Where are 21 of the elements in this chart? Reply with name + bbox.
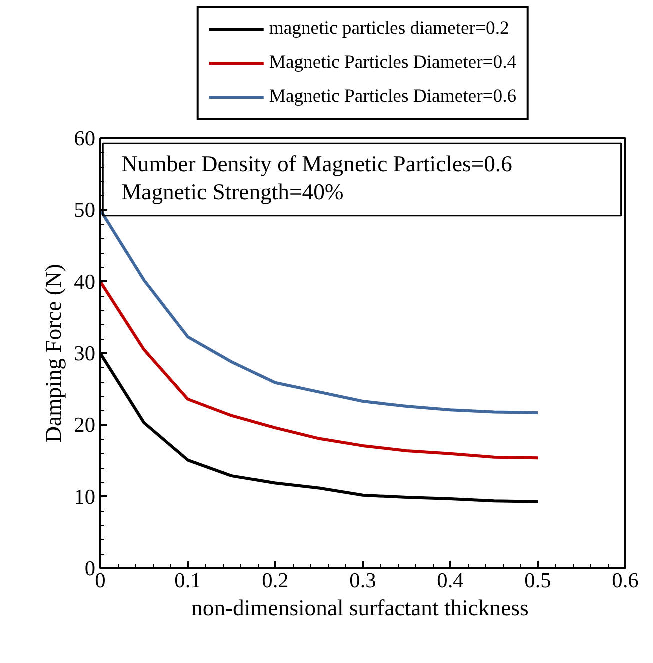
- line-series: [100, 280, 540, 460]
- legend-label: magnetic particles diameter=0.2: [269, 18, 510, 40]
- x-axis-title: non-dimensional surfactant thickness: [192, 596, 529, 620]
- y-tick-label: 50: [74, 198, 96, 222]
- x-tick-label: 0.5: [524, 568, 552, 592]
- legend-label: Magnetic Particles Diameter=0.4: [269, 52, 517, 74]
- legend-label: Magnetic Particles Diameter=0.6: [269, 86, 517, 108]
- annotation: Number Density of Magnetic Particles=0.6: [122, 151, 512, 176]
- x-tick-label: 0.1: [174, 568, 202, 592]
- x-tick-label: 0.3: [350, 568, 376, 592]
- y-tick-label: 10: [74, 484, 96, 509]
- x-tick-label: 0.2: [262, 568, 289, 592]
- y-tick-label: 20: [74, 413, 96, 438]
- y-tick-label: 60: [74, 126, 96, 150]
- y-axis-title: Damping Force (N): [41, 264, 66, 443]
- x-tick-label: 0.6: [612, 568, 640, 592]
- line-series: [100, 208, 540, 414]
- annotation: Magnetic Strength=40%: [122, 179, 344, 204]
- y-tick-label: 30: [74, 342, 96, 366]
- y-tick-label: 40: [74, 270, 96, 294]
- x-tick-label: 0.4: [437, 568, 464, 592]
